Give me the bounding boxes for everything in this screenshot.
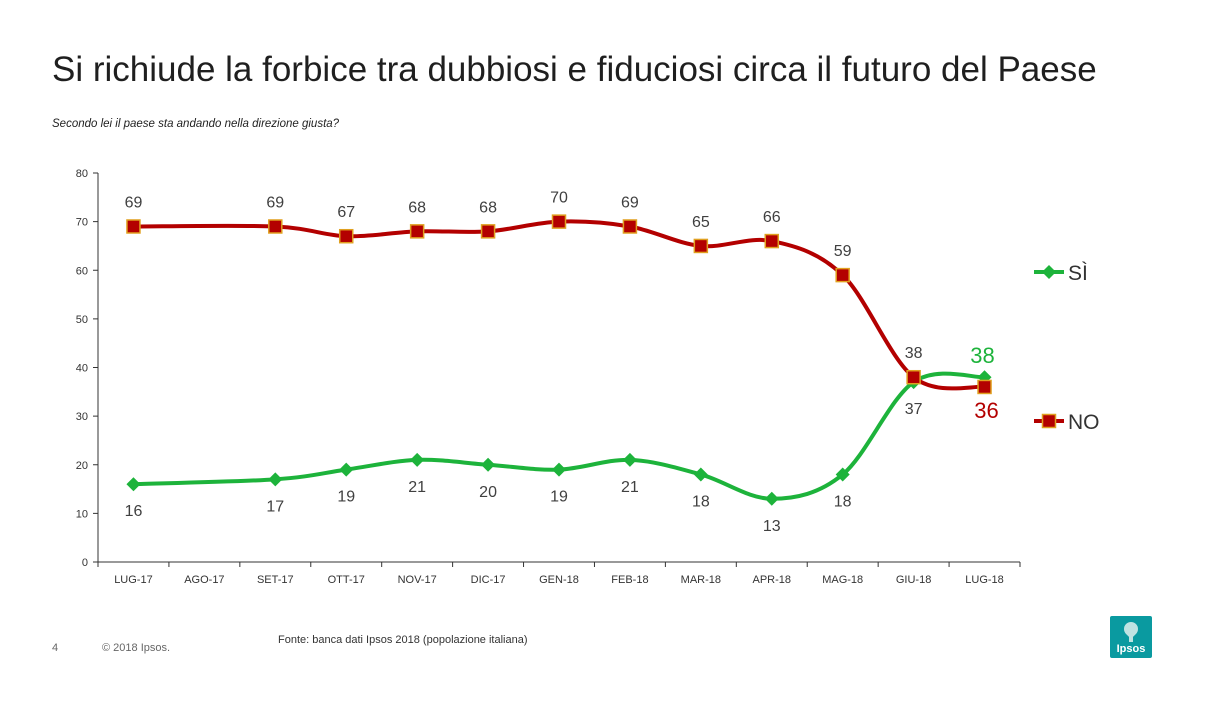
no-data-label: 69 (266, 194, 284, 211)
si-data-label: 16 (125, 503, 143, 520)
source-note: Fonte: banca dati Ipsos 2018 (popolazion… (278, 634, 528, 646)
no-point (551, 214, 567, 229)
no-point (906, 369, 921, 385)
si-point (339, 462, 354, 477)
si-data-label: 19 (337, 489, 355, 506)
no-data-label: 66 (763, 209, 781, 226)
no-point (338, 228, 354, 244)
series-line-no (131, 219, 987, 391)
si-point (481, 457, 496, 472)
no-point (268, 219, 283, 234)
x-tick-label: MAG-18 (822, 574, 863, 586)
si-point (693, 467, 708, 482)
no-point (693, 238, 709, 254)
no-data-label: 69 (125, 194, 143, 211)
y-tick-label: 50 (76, 314, 88, 326)
y-tick-label: 60 (76, 265, 88, 277)
no-data-label: 67 (337, 204, 355, 221)
y-tick-label: 40 (76, 363, 88, 375)
y-tick-label: 20 (76, 460, 88, 472)
x-tick-label: APR-18 (753, 574, 792, 586)
si-data-label: 19 (550, 489, 568, 506)
no-data-label: 65 (692, 214, 710, 231)
x-tick-label: MAR-18 (681, 574, 721, 586)
y-tick-label: 10 (76, 508, 88, 520)
si-point (410, 452, 425, 467)
x-tick-label: SET-17 (257, 574, 294, 586)
no-data-label: 69 (621, 194, 639, 211)
legend-label-si: SÌ (1068, 262, 1088, 285)
si-point (622, 452, 637, 467)
y-tick-label: 70 (76, 217, 88, 229)
si-data-label: 18 (834, 493, 852, 510)
legend-label-no: NO (1068, 411, 1100, 434)
no-point (764, 233, 780, 249)
no-point (126, 219, 141, 234)
y-tick-label: 80 (76, 168, 88, 180)
si-data-label: 21 (621, 479, 639, 496)
si-data-label: 21 (408, 479, 426, 496)
x-tick-label: GIU-18 (896, 574, 931, 586)
x-tick-label: FEB-18 (611, 574, 648, 586)
page-title: Si richiude la forbice tra dubbiosi e fi… (52, 50, 1097, 89)
no-data-label: 59 (834, 243, 852, 260)
legend-marker-si (1042, 265, 1056, 279)
no-point (480, 224, 496, 239)
x-tick-label: GEN-18 (539, 574, 579, 586)
x-tick-label: LUG-17 (114, 574, 153, 586)
si-data-label: 18 (692, 493, 710, 510)
si-data-label: 37 (905, 401, 923, 418)
y-tick-label: 0 (82, 557, 88, 569)
logo-text: Ipsos (1116, 643, 1146, 655)
page-number: 4 (52, 642, 59, 654)
no-point (977, 379, 992, 395)
x-tick-label: OTT-17 (328, 574, 365, 586)
no-data-label: 38 (905, 345, 923, 362)
no-point (835, 267, 850, 283)
si-point (268, 472, 283, 487)
si-point (552, 462, 566, 477)
si-data-label: 38 (970, 343, 994, 368)
si-data-label: 13 (763, 518, 781, 535)
x-tick-label: NOV-17 (398, 574, 437, 586)
si-data-label: 17 (266, 498, 284, 515)
no-data-label: 36 (974, 398, 998, 423)
chart-subtitle: Secondo lei il paese sta andando nella d… (52, 118, 340, 130)
series-line-si (131, 371, 987, 501)
si-data-label: 20 (479, 484, 497, 501)
copyright-text: © 2018 Ipsos. (102, 642, 171, 654)
no-data-label: 70 (550, 190, 568, 207)
no-data-label: 68 (408, 199, 426, 216)
legend-marker-no (1041, 413, 1057, 429)
si-point (126, 477, 141, 492)
x-tick-label: AGO-17 (184, 574, 224, 586)
x-tick-label: LUG-18 (965, 574, 1004, 586)
no-point (409, 224, 425, 239)
si-point (835, 467, 850, 482)
si-point (764, 491, 779, 506)
no-data-label: 68 (479, 199, 497, 216)
y-tick-label: 30 (76, 411, 88, 423)
x-tick-label: DIC-17 (471, 574, 506, 586)
ipsos-logo: Ipsos (1110, 616, 1152, 658)
no-point (622, 219, 638, 234)
